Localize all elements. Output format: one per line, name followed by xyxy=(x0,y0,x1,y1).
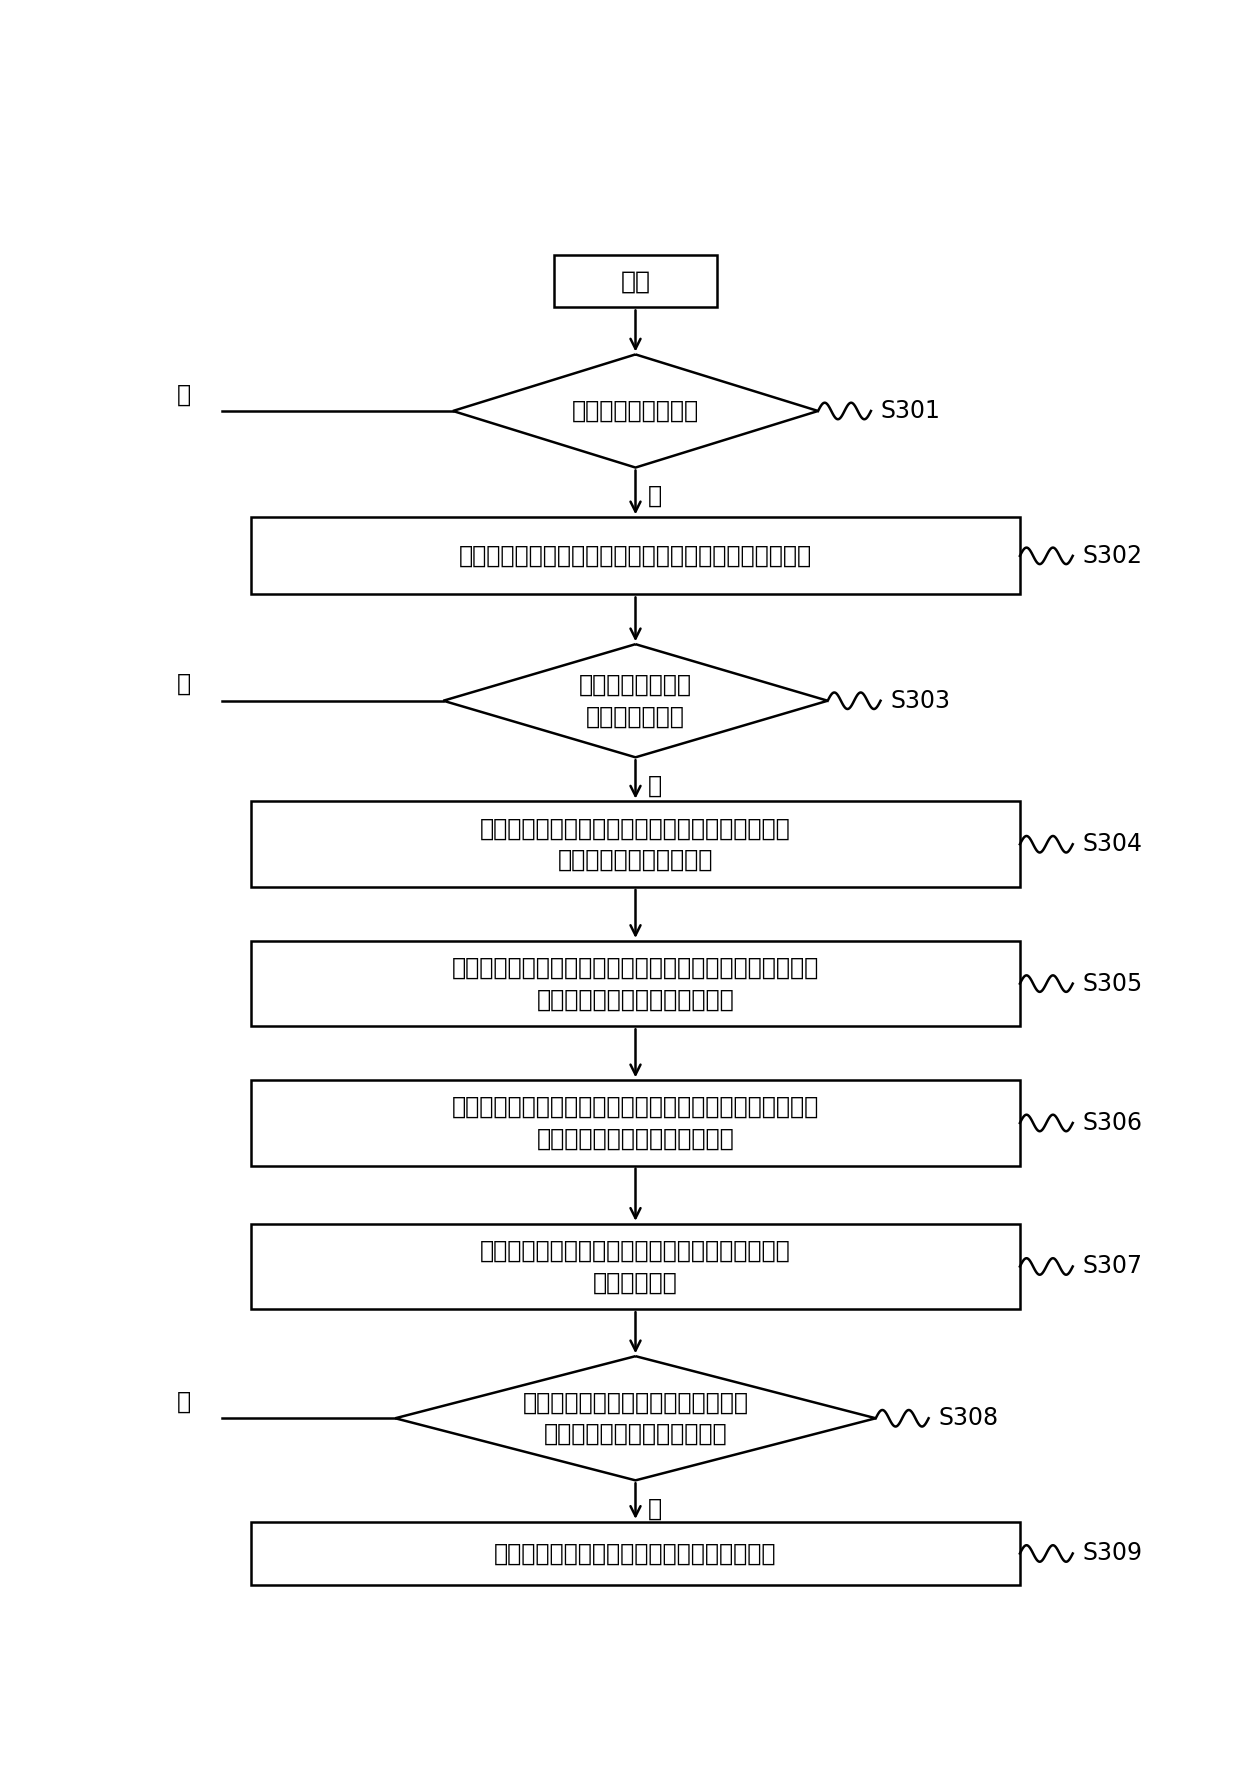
Text: S308: S308 xyxy=(939,1407,998,1430)
Bar xyxy=(250,1081,1021,1167)
Text: 基于室内风机的当前运行转速，控制按照第二室内风机目标
降速值减小室内风机的运行转速: 基于室内风机的当前运行转速，控制按照第二室内风机目标 降速值减小室内风机的运行转… xyxy=(451,1095,820,1150)
Text: 根据第二温度差值获取第二室外风机目标降速值和
第二室内风机目标降速值: 根据第二温度差值获取第二室外风机目标降速值和 第二室内风机目标降速值 xyxy=(480,817,791,873)
Text: 空调需要进行除霜？: 空调需要进行除霜？ xyxy=(572,400,699,423)
Text: 第二温度差值小于
预设温差阈值？: 第二温度差值小于 预设温差阈值？ xyxy=(579,674,692,729)
Text: S302: S302 xyxy=(1083,543,1142,568)
Bar xyxy=(250,518,1021,595)
Text: S309: S309 xyxy=(1083,1541,1142,1566)
Bar xyxy=(250,1521,1021,1586)
Text: S301: S301 xyxy=(880,400,940,423)
Text: 控制停止减小室外风机和室内风机的运行转速: 控制停止减小室外风机和室内风机的运行转速 xyxy=(495,1541,776,1566)
Text: S305: S305 xyxy=(1083,971,1142,996)
Text: S307: S307 xyxy=(1083,1254,1142,1278)
Bar xyxy=(250,801,1021,887)
Text: 是: 是 xyxy=(647,1496,662,1521)
Text: 开始: 开始 xyxy=(620,269,651,294)
Text: 获得空调的室外盘管温度与室外环境温度的第二温度差值: 获得空调的室外盘管温度与室外环境温度的第二温度差值 xyxy=(459,543,812,568)
Text: S306: S306 xyxy=(1083,1111,1142,1134)
Text: S304: S304 xyxy=(1083,831,1142,857)
Bar xyxy=(250,941,1021,1027)
Text: 否: 否 xyxy=(177,672,191,695)
Text: 获得室外换热器的室外盘管温度、冷媒出液温度和
上部壳体温度: 获得室外换热器的室外盘管温度、冷媒出液温度和 上部壳体温度 xyxy=(480,1238,791,1294)
Bar xyxy=(554,254,717,308)
Text: 否: 否 xyxy=(177,382,191,407)
Text: S303: S303 xyxy=(890,688,950,713)
Text: 否: 否 xyxy=(177,1391,191,1414)
Text: 室外盘管温度、冷媒出液温度和上部
壳体温度满足除霜退出条件？: 室外盘管温度、冷媒出液温度和上部 壳体温度满足除霜退出条件？ xyxy=(522,1391,749,1446)
Text: 是: 是 xyxy=(647,484,662,509)
Bar xyxy=(250,1224,1021,1310)
Text: 基于室外风机的当前运行转速，控制按照第二室外风机目标
降速值减小室外风机的运行转速: 基于室外风机的当前运行转速，控制按照第二室外风机目标 降速值减小室外风机的运行转… xyxy=(451,955,820,1011)
Text: 是: 是 xyxy=(647,774,662,797)
